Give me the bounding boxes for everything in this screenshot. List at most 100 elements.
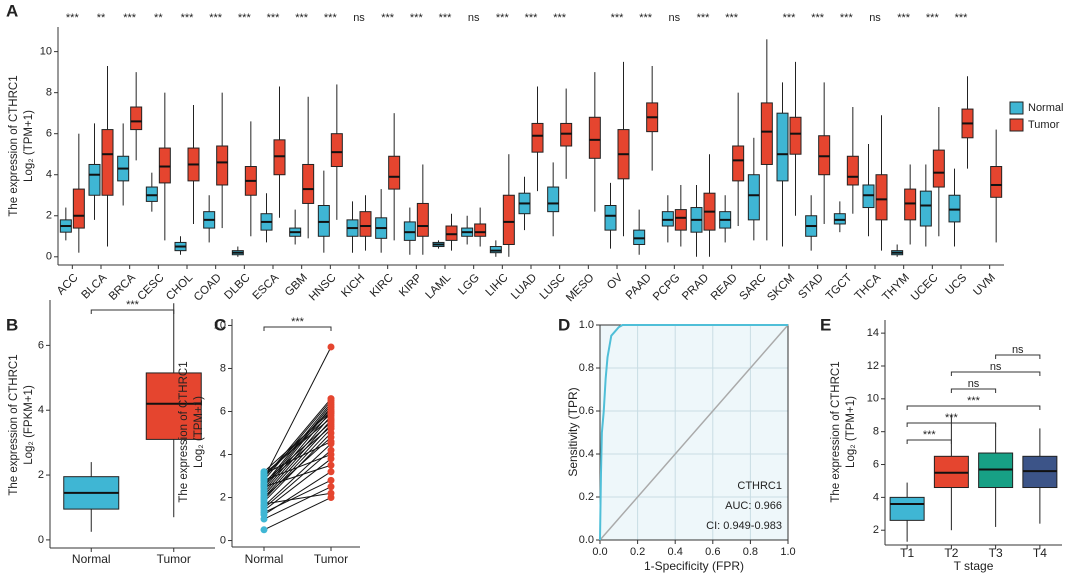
pair-line bbox=[263, 411, 332, 492]
point bbox=[260, 526, 268, 534]
comparison-label: ns bbox=[990, 361, 1002, 373]
significance: *** bbox=[181, 12, 195, 24]
box bbox=[489, 246, 502, 254]
y-tick-label: 0 bbox=[46, 251, 52, 263]
panel-letter: C bbox=[214, 315, 226, 334]
x-tick-label: PAAD bbox=[624, 272, 654, 302]
x-tick-label: T4 bbox=[1033, 546, 1047, 560]
x-tick-label: 0.0 bbox=[592, 546, 607, 558]
significance: *** bbox=[926, 12, 940, 24]
x-tick-label: KIRC bbox=[368, 272, 396, 300]
significance: *** bbox=[209, 12, 223, 24]
x-tick-label: ESCA bbox=[251, 272, 282, 303]
y-tick-label: 0.4 bbox=[579, 448, 594, 460]
panel-letter: D bbox=[558, 315, 570, 334]
point bbox=[327, 414, 335, 422]
box bbox=[330, 133, 343, 168]
box bbox=[273, 139, 286, 176]
x-tick-label: KICH bbox=[339, 272, 367, 300]
box bbox=[833, 213, 846, 225]
x-tick-label: UCEC bbox=[909, 272, 941, 304]
x-tick-label: THCA bbox=[853, 272, 884, 303]
box bbox=[216, 145, 229, 186]
significance: *** bbox=[238, 12, 252, 24]
significance: *** bbox=[410, 12, 424, 24]
box bbox=[932, 149, 945, 188]
point bbox=[327, 423, 335, 431]
x-tick-label: T2 bbox=[944, 546, 958, 560]
comparison-label: ns bbox=[968, 378, 980, 390]
point bbox=[327, 395, 335, 403]
significance: *** bbox=[811, 12, 825, 24]
significance: *** bbox=[697, 12, 711, 24]
y-tick-label: 10 bbox=[40, 46, 52, 58]
y-axis-label: The expression of CTHRC1 bbox=[178, 361, 190, 502]
y-axis-label: The expression of CTHRC1 bbox=[8, 75, 20, 216]
y-tick-label: 6 bbox=[873, 458, 879, 470]
box bbox=[661, 211, 674, 227]
x-axis-label: T stage bbox=[954, 559, 994, 573]
y-axis-label: Log₂ (TPM+1) bbox=[193, 396, 205, 468]
point bbox=[260, 481, 268, 489]
significance: *** bbox=[295, 12, 309, 24]
y-tick-label: 0.6 bbox=[579, 405, 594, 417]
comparison-bracket bbox=[90, 309, 175, 314]
box bbox=[416, 202, 429, 237]
y-tick-label: 8 bbox=[46, 87, 52, 99]
y-tick-label: 6 bbox=[46, 128, 52, 140]
point bbox=[327, 461, 335, 469]
x-tick-label: CESC bbox=[136, 272, 167, 303]
pair-line bbox=[263, 497, 332, 531]
box bbox=[588, 116, 601, 159]
significance: ** bbox=[97, 12, 106, 24]
significance: *** bbox=[123, 12, 137, 24]
comparison-bracket bbox=[906, 422, 997, 427]
y-tick-label: 4 bbox=[873, 491, 879, 503]
significance: *** bbox=[66, 12, 80, 24]
pair-line bbox=[263, 421, 332, 483]
y-axis-label: Log₂ (TPM+1) bbox=[845, 396, 857, 468]
significance: *** bbox=[783, 12, 797, 24]
comparison-bracket bbox=[950, 388, 997, 393]
x-tick-label: Normal bbox=[245, 552, 284, 566]
y-tick-label: 2 bbox=[38, 469, 44, 481]
box bbox=[158, 147, 171, 184]
point bbox=[260, 468, 268, 476]
x-tick-label: SKCM bbox=[765, 272, 797, 304]
y-axis-label: The expression of CTHRC1 bbox=[830, 361, 842, 502]
x-tick-label: UVM bbox=[971, 272, 998, 299]
y-tick-label: 1.0 bbox=[579, 319, 594, 331]
box bbox=[388, 155, 401, 190]
legend-label: Tumor bbox=[1028, 119, 1060, 131]
pair-line bbox=[263, 441, 332, 475]
pair-line bbox=[263, 464, 332, 488]
box bbox=[732, 145, 745, 182]
pair-line bbox=[263, 492, 332, 505]
box bbox=[359, 211, 372, 237]
x-tick-label: Tumor bbox=[157, 552, 191, 566]
box bbox=[547, 186, 560, 213]
significance: ns bbox=[353, 12, 365, 24]
roc-curve bbox=[599, 324, 788, 541]
y-tick-label: 8 bbox=[873, 426, 879, 438]
x-tick-label: PCPG bbox=[651, 272, 683, 304]
y-tick-label: 2 bbox=[873, 524, 879, 536]
pair-line bbox=[263, 415, 332, 494]
y-tick-label: 0.2 bbox=[579, 491, 594, 503]
significance: *** bbox=[525, 12, 539, 24]
x-tick-label: SARC bbox=[738, 272, 769, 303]
x-tick-label: OV bbox=[605, 272, 625, 292]
pair-line bbox=[263, 454, 332, 481]
box bbox=[88, 163, 101, 196]
x-tick-label: TGCT bbox=[824, 272, 855, 303]
comparison-bracket bbox=[995, 354, 1041, 359]
x-tick-label: 0.2 bbox=[630, 546, 645, 558]
x-axis-label: 1-Specificity (FPR) bbox=[644, 559, 744, 573]
significance: *** bbox=[553, 12, 567, 24]
x-tick-label: CHOL bbox=[164, 271, 196, 303]
y-tick-label: 8 bbox=[220, 362, 226, 374]
box bbox=[531, 122, 544, 153]
significance: *** bbox=[840, 12, 854, 24]
x-tick-label: LUSC bbox=[538, 272, 568, 302]
y-axis-label: Log₂ (FPKM+1) bbox=[23, 385, 35, 465]
